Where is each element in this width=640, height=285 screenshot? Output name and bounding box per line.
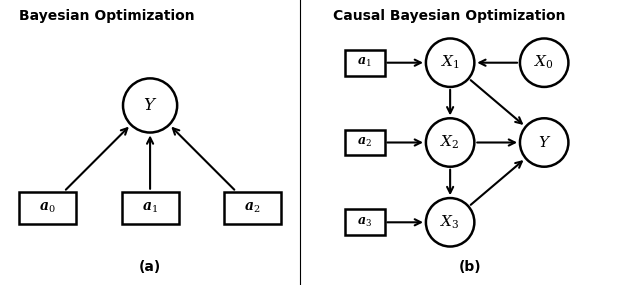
FancyBboxPatch shape xyxy=(122,192,179,225)
Circle shape xyxy=(426,38,474,87)
Text: $\boldsymbol{a}_0$: $\boldsymbol{a}_0$ xyxy=(39,201,56,215)
Text: $\boldsymbol{a}_2$: $\boldsymbol{a}_2$ xyxy=(357,136,372,149)
FancyBboxPatch shape xyxy=(224,192,281,225)
Circle shape xyxy=(426,198,474,247)
Text: $Y$: $Y$ xyxy=(143,97,157,114)
FancyBboxPatch shape xyxy=(345,209,385,235)
FancyBboxPatch shape xyxy=(345,50,385,76)
Text: (a): (a) xyxy=(139,260,161,274)
Text: $\boldsymbol{a}_2$: $\boldsymbol{a}_2$ xyxy=(244,201,261,215)
Text: $X_1$: $X_1$ xyxy=(440,54,460,72)
Text: $Y$: $Y$ xyxy=(538,135,551,150)
Text: $X_2$: $X_2$ xyxy=(440,134,460,151)
Circle shape xyxy=(520,118,568,167)
FancyBboxPatch shape xyxy=(345,130,385,155)
Circle shape xyxy=(123,78,177,133)
Text: $\boldsymbol{a}_1$: $\boldsymbol{a}_1$ xyxy=(357,56,372,69)
Text: Causal Bayesian Optimization: Causal Bayesian Optimization xyxy=(333,9,566,23)
FancyBboxPatch shape xyxy=(19,192,76,225)
Text: $\boldsymbol{a}_1$: $\boldsymbol{a}_1$ xyxy=(142,201,158,215)
Text: (b): (b) xyxy=(459,260,481,274)
Text: Bayesian Optimization: Bayesian Optimization xyxy=(19,9,195,23)
Text: $\boldsymbol{a}_3$: $\boldsymbol{a}_3$ xyxy=(357,216,372,229)
Circle shape xyxy=(520,38,568,87)
Circle shape xyxy=(426,118,474,167)
Text: $X_0$: $X_0$ xyxy=(534,54,554,72)
Text: $X_3$: $X_3$ xyxy=(440,213,460,231)
